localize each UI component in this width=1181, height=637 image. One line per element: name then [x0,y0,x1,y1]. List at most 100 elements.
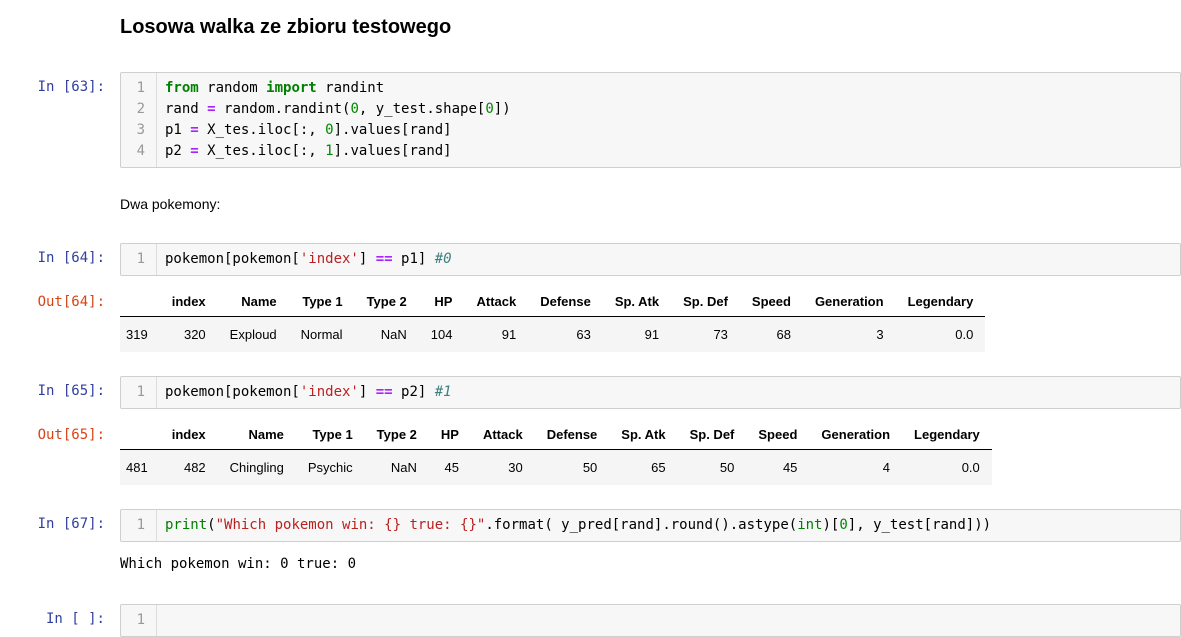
table-header-row: index Name Type 1 Type 2 HP Attack Defense Sp. … [120,420,992,450]
table-cell: 91 [501,327,517,342]
code-token: X_tes.iloc[:, [198,122,326,138]
table-header-cell: Type 2 [376,427,417,442]
code-token: p1] [392,251,435,267]
code-token: 0 [485,101,494,117]
table-cell: 73 [713,327,728,342]
table-cell: NaN [390,460,417,475]
code-token: = [207,101,216,117]
code-token: == [375,251,393,267]
line-number: 2 [136,101,145,117]
code-line: print("Which pokemon win: {} true: {}".f… [165,515,991,536]
code-token: ], y_test[rand])) [847,517,992,533]
table-cell: Normal [300,327,343,342]
code-token: ].values[rand] [333,143,452,159]
line-number-gutter: 1 [121,377,157,408]
table-cell: 4 [882,460,891,475]
table-header-cell [120,420,160,450]
table-cell: 0.0 [955,327,974,342]
code-token: == [375,384,393,400]
markdown-cell-title[interactable]: Losowa walka ze zbioru testowego [0,14,1181,40]
markdown-cell-note[interactable]: Dwa pokemony: [0,196,1181,213]
input-prompt: In [ ]: [45,611,105,627]
code-token: random [198,80,267,96]
table-header-cell: Sp. Atk [614,294,660,309]
code-token: X_tes.iloc[:, [198,143,326,159]
table-header-cell: Defense [546,427,598,442]
table-header-cell: Sp. Def [689,427,735,442]
table-row: 319 320 Exploud Normal NaN 104 91 63 91 73 68 3 0.0 [120,316,986,352]
code-area: pokemon[pokemon['index'] == p2] #1 [157,377,456,408]
code-token: #1 [434,384,452,400]
prompt-spacer [0,196,120,201]
code-editor[interactable]: 1 pokemon[pokemon['index'] == p1] #0 [120,243,1181,276]
table-cell: 320 [183,327,206,342]
table-cell: 50 [719,460,735,475]
table-cell: NaN [380,327,407,342]
table-header-cell: Legendary [907,294,974,309]
code-token: import [266,80,317,96]
code-token: 'index' [299,251,359,267]
code-area: print("Which pokemon win: {} true: {}".f… [157,510,995,541]
code-token: pokemon[pokemon[ [165,384,300,400]
code-editor[interactable]: 1 [120,604,1181,637]
table-header-cell: index [171,294,206,309]
code-token: p2] [392,384,435,400]
table-header-cell: Defense [540,294,591,309]
table-header-cell: Attack [476,294,517,309]
output-prompt: Out[65]: [37,427,105,443]
table-cell: 63 [576,327,591,342]
code-token: "Which pokemon win: {} true: {}" [215,517,486,533]
code-token: ( [207,517,216,533]
line-number-gutter: 1 [121,510,157,541]
code-token: random.randint( [215,101,351,117]
page-title: Losowa walka ze zbioru testowego [120,16,452,38]
code-token: from [165,80,199,96]
code-token: 'index' [299,384,359,400]
code-token: 0 [350,101,359,117]
code-line: pokemon[pokemon['index'] == p1] #0 [165,249,452,270]
table-cell: 68 [776,327,791,342]
table-header-row: index Name Type 1 Type 2 HP Attack Defense Sp. … [120,287,986,317]
output-area-65: Out[65]: index Name Type 1 Type 2 HP Attack De… [0,420,1181,485]
code-cell-63: In [63]: 1 2 3 4 from random import randint… [0,72,1181,168]
line-number-gutter: 1 [121,244,157,275]
code-token: randint [316,80,385,96]
code-token: rand [165,101,208,117]
stream-output-text: Which pokemon win: 0 true: 0 [120,556,357,572]
prompt-spacer [0,554,120,559]
code-line: pokemon[pokemon['index'] == p2] #1 [165,382,452,403]
code-token: ] [358,384,376,400]
input-prompt: In [65]: [37,383,105,399]
table-cell: 104 [430,327,453,342]
table-header-cell: Speed [758,427,798,442]
code-token: .format( y_pred[rand].round().astype( [485,517,798,533]
table-cell: 45 [782,460,798,475]
line-number-gutter: 1 [121,605,157,636]
table-cell: 45 [444,460,459,475]
code-editor[interactable]: 1 pokemon[pokemon['index'] == p2] #1 [120,376,1181,409]
code-cell-64: In [64]: 1 pokemon[pokemon['index'] == p… [0,243,1181,276]
table-header-cell: Type 2 [366,294,407,309]
table-cell: 65 [651,460,666,475]
code-area: from random import randint rand = random.… [157,73,515,167]
table-header-cell: Sp. Atk [621,427,666,442]
table-header-cell: Generation [814,294,884,309]
dataframe-table: index Name Type 1 Type 2 HP Attack Defense Sp. … [120,287,986,352]
table-cell: 30 [508,460,523,475]
code-line [165,610,173,631]
code-token: )[ [822,517,840,533]
code-editor[interactable]: 1 print("Which pokemon win: {} true: {}"… [120,509,1181,542]
table-cell: 91 [644,327,660,342]
dataframe-table: index Name Type 1 Type 2 HP Attack Defense Sp. … [120,420,992,485]
line-number: 1 [136,517,145,533]
row-index-cell: 481 [126,460,148,475]
table-header-cell: Attack [482,427,523,442]
code-cell-67: In [67]: 1 print("Which pokemon win: {} … [0,509,1181,542]
code-token: ] [358,251,376,267]
table-cell: Exploud [229,327,277,342]
code-area [157,605,177,636]
table-header-cell [120,287,160,317]
code-token: print [165,517,208,533]
